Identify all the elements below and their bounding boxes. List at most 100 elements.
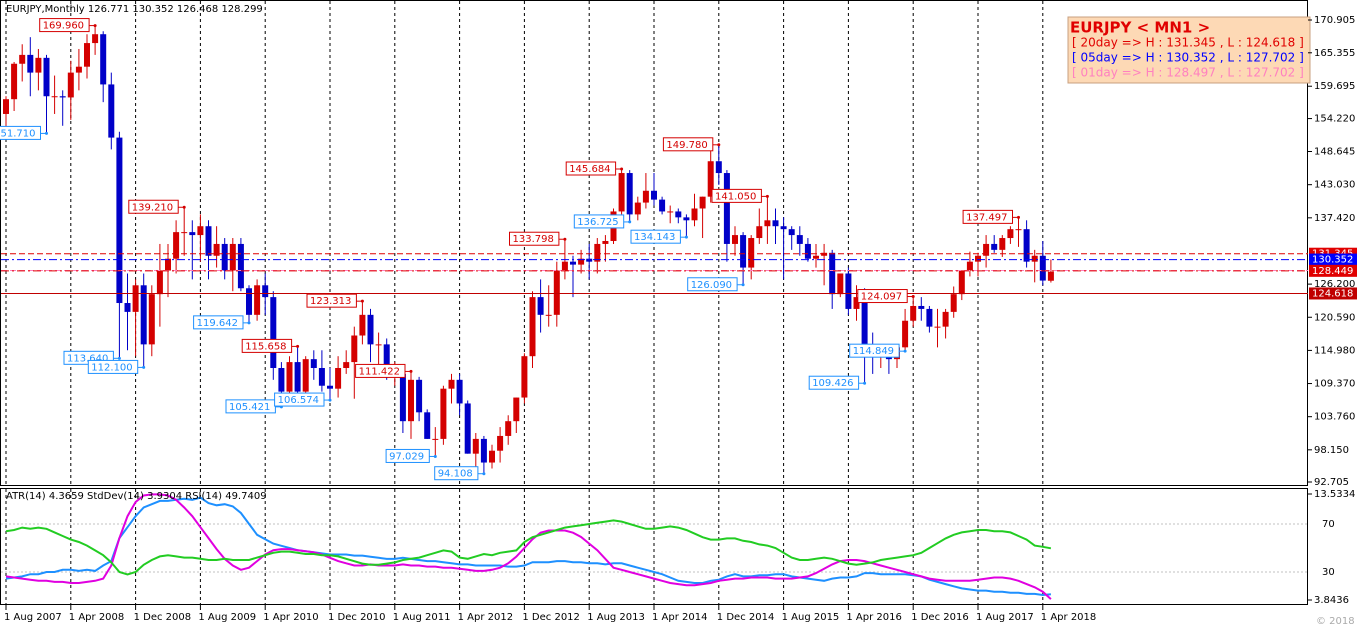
candle-body bbox=[278, 368, 285, 392]
annotation-dot bbox=[717, 143, 721, 147]
y-tick-label: 98.150 bbox=[1314, 445, 1349, 456]
candle-body bbox=[788, 229, 795, 236]
y-tick-label: 159.695 bbox=[1314, 81, 1355, 92]
x-tick-label: 1 Apr 2014 bbox=[652, 612, 707, 623]
candle-body bbox=[942, 311, 949, 327]
candle-body bbox=[853, 297, 860, 309]
candle-body bbox=[796, 235, 803, 244]
candle-body bbox=[254, 285, 261, 315]
annotation-label: 119.642 bbox=[197, 318, 238, 329]
candle-body bbox=[92, 34, 99, 44]
annotation-dot bbox=[182, 205, 186, 209]
annotation-label: 151.710 bbox=[0, 128, 35, 139]
candle-body bbox=[966, 261, 973, 271]
x-tick-label: 1 Aug 2007 bbox=[4, 612, 62, 623]
annotation-box bbox=[849, 343, 900, 358]
candle-body bbox=[124, 303, 131, 312]
candle-body bbox=[51, 96, 58, 98]
annotation-box bbox=[573, 214, 625, 229]
candle-body bbox=[383, 344, 390, 377]
annotation-dot bbox=[563, 237, 567, 241]
candle-body bbox=[359, 314, 366, 336]
candle-body bbox=[132, 285, 139, 312]
candle-body bbox=[699, 196, 706, 209]
annotation-box bbox=[87, 359, 139, 374]
annotation-box bbox=[857, 289, 908, 304]
candle-body bbox=[715, 161, 722, 174]
candle-body bbox=[505, 421, 512, 436]
annotation-dot bbox=[328, 398, 332, 402]
annotation-label: 115.658 bbox=[245, 341, 286, 352]
annotation-label: 113.640 bbox=[67, 353, 108, 364]
candle-body bbox=[343, 362, 350, 369]
annotation-dot bbox=[628, 220, 632, 224]
y-tick-label: 137.420 bbox=[1314, 213, 1355, 224]
candle-body bbox=[213, 243, 220, 256]
annotation-box bbox=[662, 137, 714, 152]
chart-title: EURJPY,Monthly 126.771 130.352 126.468 1… bbox=[6, 4, 263, 15]
candle-body bbox=[675, 211, 682, 218]
candle-body bbox=[837, 273, 844, 295]
candle-body bbox=[780, 226, 787, 230]
annotation-box bbox=[711, 188, 762, 203]
annotation-label: 124.097 bbox=[861, 292, 902, 303]
candle-body bbox=[723, 173, 730, 244]
candle-body bbox=[740, 235, 747, 268]
annotation-label: 123.313 bbox=[310, 296, 351, 307]
annotation-label: 134.143 bbox=[634, 232, 675, 243]
y-tick-label: 143.030 bbox=[1314, 180, 1355, 191]
candle-body bbox=[902, 320, 909, 348]
y-tick-label: 3.8436 bbox=[1314, 595, 1349, 606]
candle-body bbox=[205, 226, 212, 256]
candle-body bbox=[351, 335, 358, 363]
candle-body bbox=[489, 450, 495, 463]
candle-body bbox=[691, 208, 698, 221]
candle-body bbox=[553, 270, 560, 315]
candle-body bbox=[270, 297, 277, 369]
annotation-dot bbox=[1017, 215, 1020, 219]
x-tick-label: 1 Dec 2014 bbox=[717, 612, 775, 623]
candle-body bbox=[594, 243, 601, 262]
candle-body bbox=[1047, 271, 1054, 281]
candle-body bbox=[472, 438, 479, 454]
annotation-label: 105.421 bbox=[229, 402, 270, 413]
y-tick-label: 120.590 bbox=[1314, 312, 1355, 323]
candle-body bbox=[116, 137, 123, 304]
candle-body bbox=[772, 220, 779, 227]
candle-body bbox=[302, 359, 309, 392]
candle-body bbox=[43, 57, 50, 97]
candle-body bbox=[934, 326, 941, 328]
annotation-box bbox=[355, 363, 406, 378]
candle-body bbox=[181, 232, 188, 234]
annotation-label: 133.798 bbox=[513, 234, 554, 245]
annotation-label: 136.725 bbox=[577, 217, 618, 228]
candle-body bbox=[845, 273, 852, 309]
y2-tick-label: 70 bbox=[1322, 519, 1335, 530]
indicator-line bbox=[5, 519, 1052, 576]
candle-body bbox=[983, 243, 990, 256]
candle-body bbox=[756, 226, 763, 239]
candle-body bbox=[229, 243, 236, 271]
candle-body bbox=[367, 314, 374, 345]
candle-body bbox=[480, 438, 487, 463]
candle-body bbox=[100, 34, 107, 85]
annotation-box bbox=[274, 392, 325, 407]
level-tag-label: 124.618 bbox=[1312, 288, 1353, 299]
annotation-dot bbox=[296, 344, 300, 348]
y-tick-label: 126.200 bbox=[1314, 279, 1355, 290]
candle-body bbox=[537, 297, 544, 315]
annotation-dot bbox=[409, 369, 413, 373]
y2-tick-label: 30 bbox=[1322, 567, 1335, 578]
candle-body bbox=[926, 308, 933, 327]
candle-body bbox=[618, 173, 625, 212]
candle-body bbox=[958, 270, 965, 295]
candle-body bbox=[570, 261, 576, 265]
annotation-box bbox=[306, 293, 357, 308]
candle-body bbox=[813, 255, 819, 259]
candle-body bbox=[1015, 229, 1022, 231]
candle-body bbox=[440, 388, 447, 439]
info-box bbox=[1067, 16, 1311, 84]
